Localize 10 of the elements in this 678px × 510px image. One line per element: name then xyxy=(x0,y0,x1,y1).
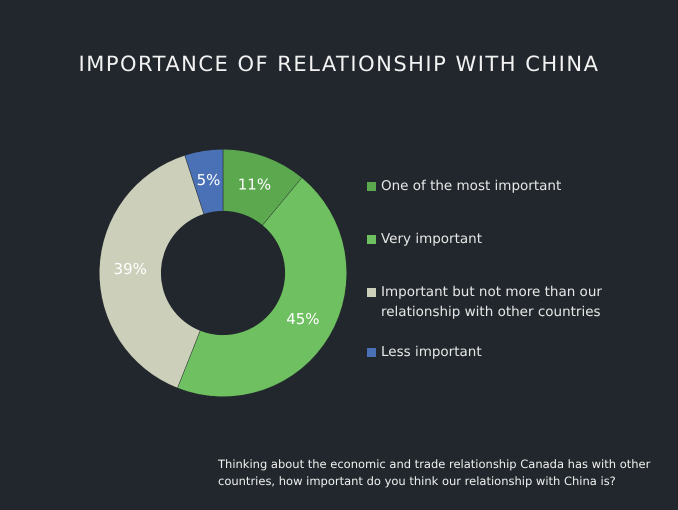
chart-title: IMPORTANCE OF RELATIONSHIP WITH CHINA xyxy=(78,52,600,76)
data-label: 11% xyxy=(238,176,272,194)
data-label: 5% xyxy=(196,171,220,190)
text: Thinking about the economic and trade relationship Canada has with other countries, how important do you think our relationship with China is? xyxy=(218,456,652,490)
legend-label: Very important xyxy=(381,230,482,249)
data-label: 45% xyxy=(286,310,320,328)
legend-label: One of the most important xyxy=(381,177,562,196)
legend-label: Important but not more than our relationship with other countries xyxy=(381,283,603,322)
legend-label: Less important xyxy=(381,343,482,362)
data-label: 39% xyxy=(114,260,147,278)
